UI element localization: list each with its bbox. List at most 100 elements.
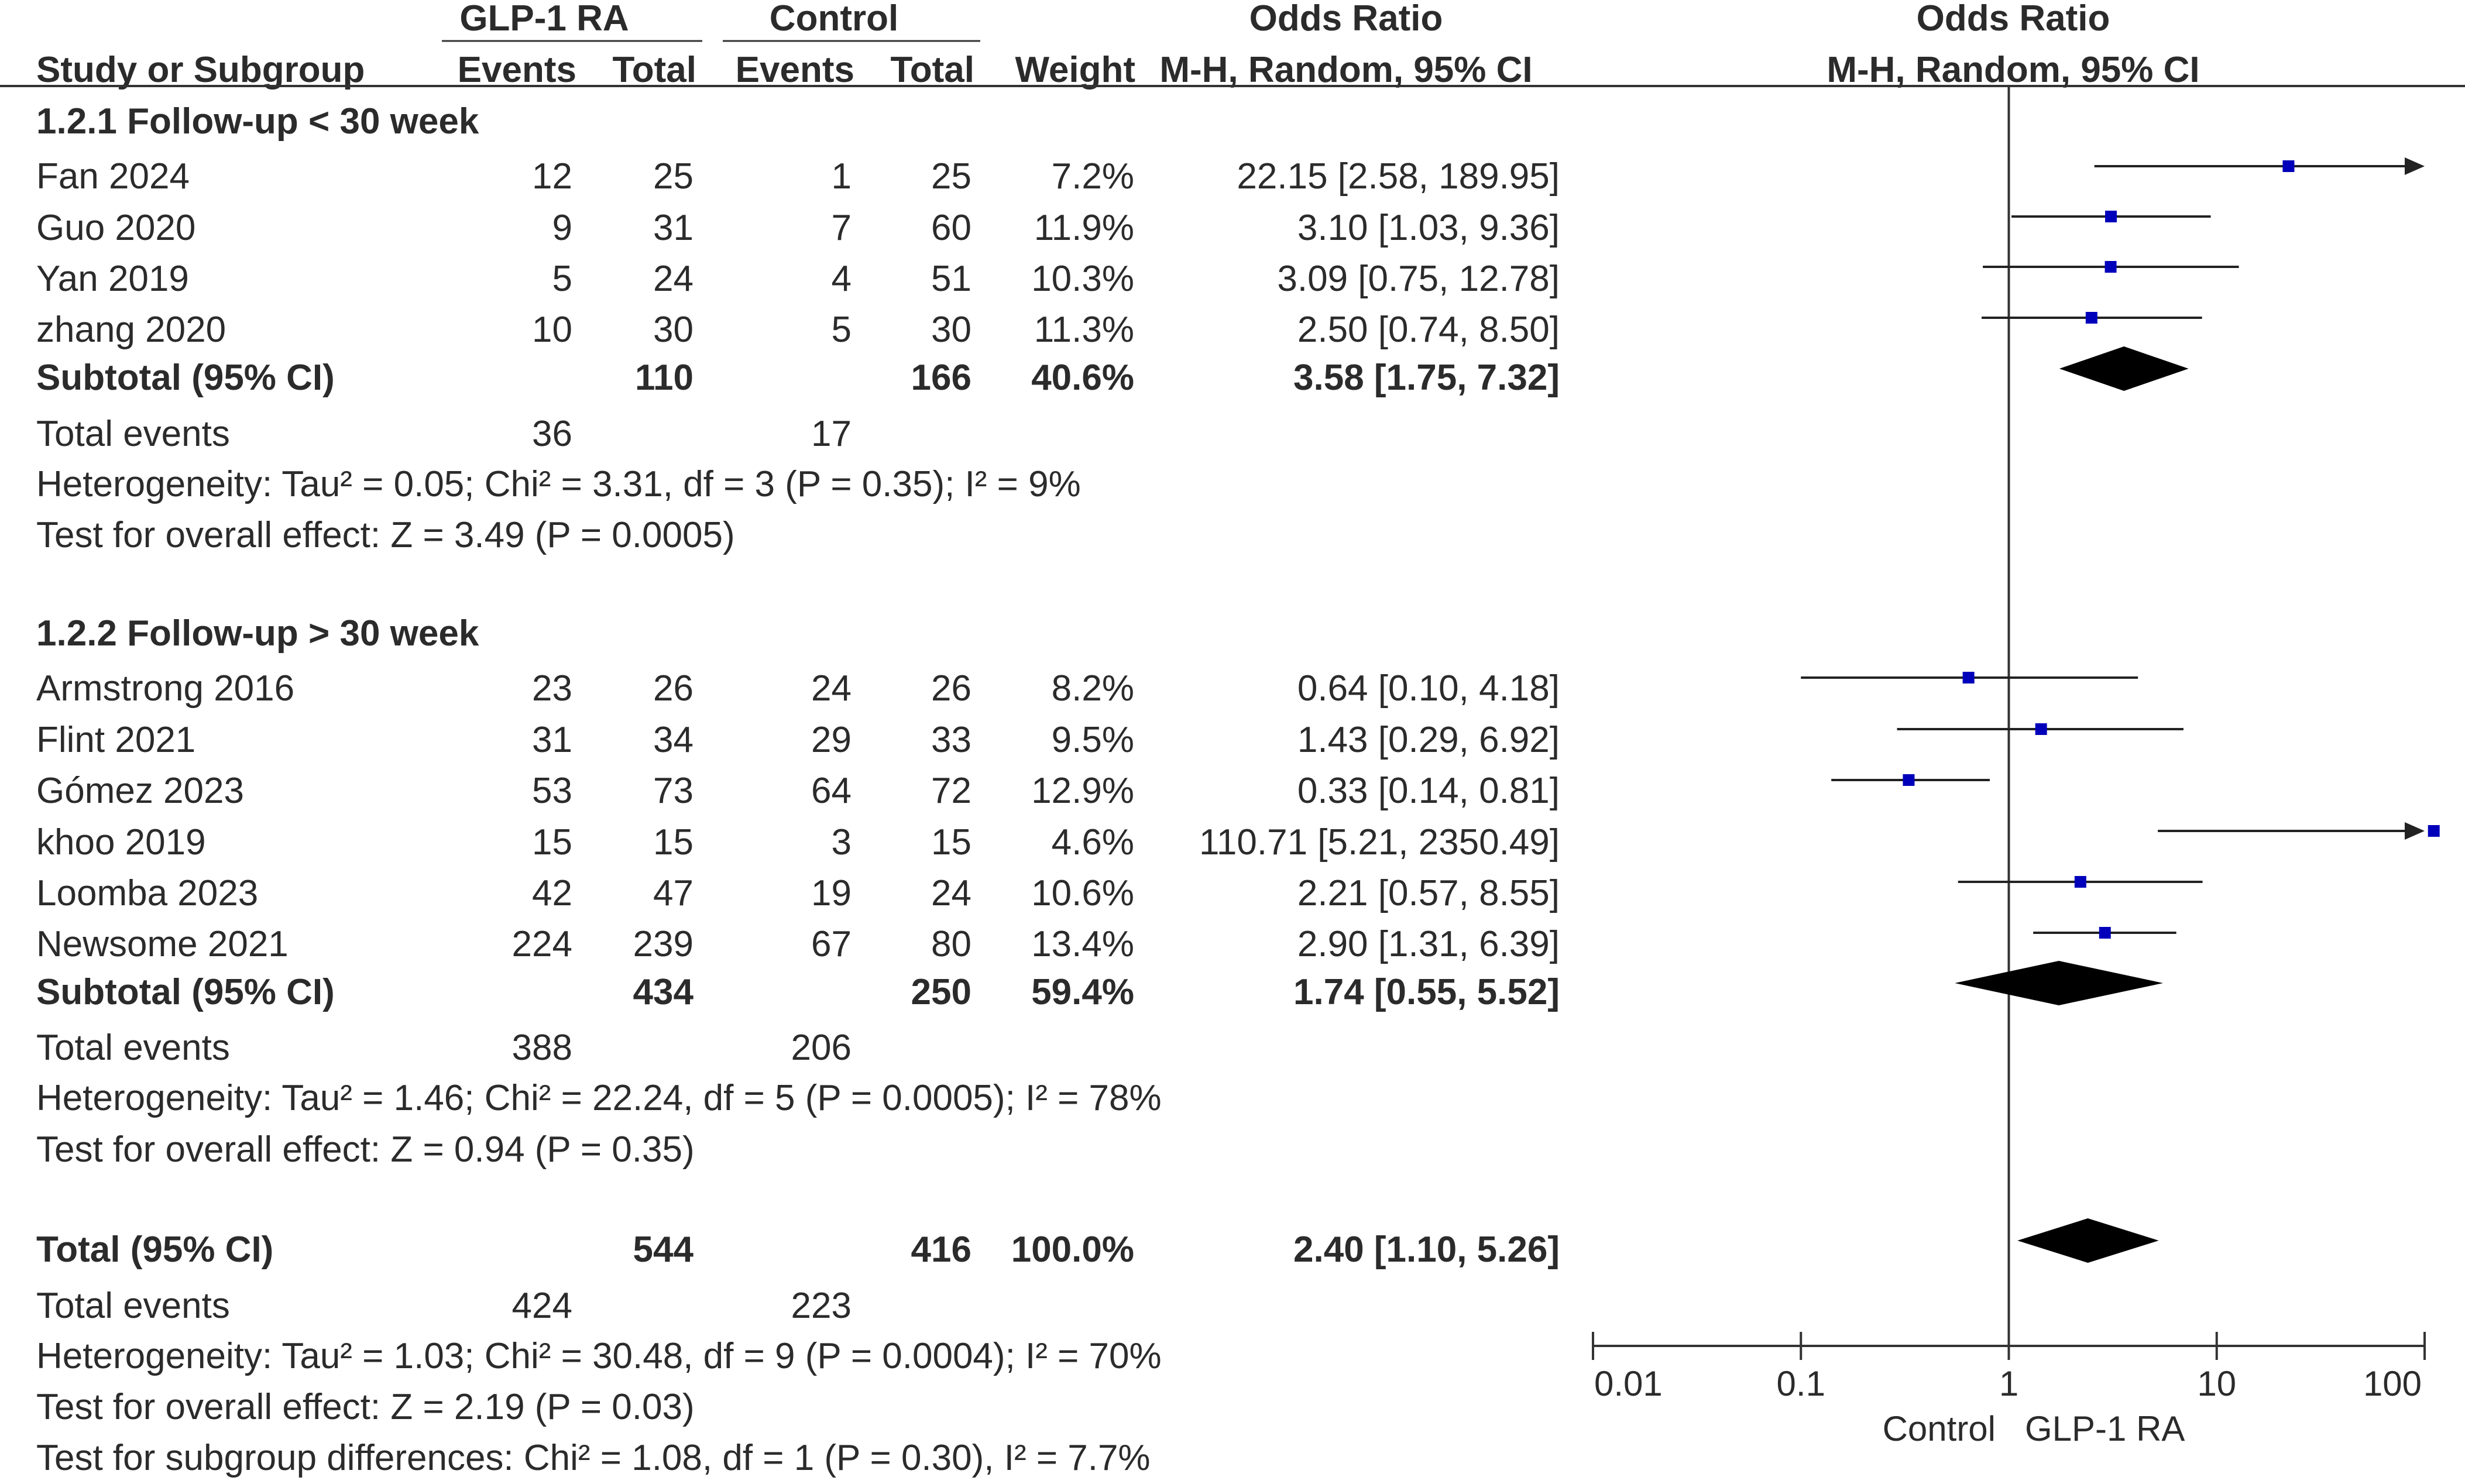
x-axis-ticks: 0.01 0.1 1 10 100 [1592, 1332, 2426, 1403]
overall-effect-text: Test for overall effect: Z = 0.94 (P = 0… [36, 1129, 695, 1170]
ci-text: 1.43 [0.29, 6.92] [1297, 720, 1560, 760]
header-total2: Total [891, 50, 975, 90]
weight: 11.3% [1034, 310, 1134, 350]
study-name: Guo 2020 [36, 208, 195, 248]
forest-marks [1801, 157, 2440, 1263]
total1: 239 [633, 924, 694, 964]
weight: 7.2% [1052, 156, 1134, 197]
pooled-diamond [2059, 346, 2189, 391]
ci-text: 3.09 [0.75, 12.78] [1277, 259, 1560, 299]
study-name: Gómez 2023 [36, 771, 244, 811]
events2: 4 [832, 259, 852, 299]
total-total1: 544 [633, 1229, 694, 1270]
total-events1: 424 [512, 1286, 572, 1326]
table-row: khoo 2019 15 15 3 15 4.6% 110.71 [5.21, … [36, 822, 1560, 863]
point-estimate [2105, 211, 2117, 222]
weight: 8.2% [1052, 668, 1134, 709]
point-estimate [2099, 927, 2111, 939]
total-ci-text: 2.40 [1.10, 5.26] [1293, 1229, 1560, 1270]
total2: 72 [931, 771, 971, 811]
events1: 42 [532, 873, 572, 913]
table-row: Gómez 2023 53 73 64 72 12.9% 0.33 [0.14,… [36, 771, 1560, 811]
group-title: 1.2.1 Follow-up < 30 week [36, 101, 479, 142]
header-odds-ratio-plot: Odds Ratio [1917, 0, 2110, 39]
point-estimate [2104, 261, 2117, 273]
study-name: Fan 2024 [36, 156, 190, 197]
events1: 10 [532, 310, 572, 350]
total-weight: 100.0% [1011, 1229, 1134, 1270]
events2: 7 [832, 208, 852, 248]
total-events-label: Total events [36, 414, 230, 454]
total-events-row: Total events 424 223 [36, 1286, 852, 1326]
ci-text: 2.21 [0.57, 8.55] [1297, 873, 1560, 913]
header-events1: Events [458, 50, 576, 90]
events2: 29 [811, 720, 852, 760]
subtotal-weight: 59.4% [1031, 972, 1134, 1012]
events1: 9 [552, 208, 572, 248]
header-group1: GLP-1 RA [459, 0, 629, 39]
total1: 73 [653, 771, 694, 811]
total2: 60 [931, 208, 971, 248]
total2: 24 [931, 873, 971, 913]
total1: 31 [653, 208, 694, 248]
events1: 5 [552, 259, 572, 299]
total-events1: 388 [512, 1028, 572, 1068]
subgroup-difference-text: Test for subgroup differences: Chi² = 1.… [36, 1438, 1151, 1478]
ci-text: 0.64 [0.10, 4.18] [1297, 668, 1560, 709]
subtotal-row: Subtotal (95% CI) 434 250 59.4% 1.74 [0.… [36, 972, 1560, 1012]
header-events2: Events [736, 50, 854, 90]
x-axis-tick-label: 0.01 [1594, 1364, 1663, 1403]
favours-left-label: Control [1883, 1409, 1996, 1448]
x-axis-tick-label: 100 [2363, 1364, 2422, 1403]
ci-arrow [2405, 822, 2425, 840]
header-method-plot: M-H, Random, 95% CI [1827, 50, 2199, 90]
events2: 24 [811, 668, 852, 709]
events1: 12 [532, 156, 572, 197]
table-row: Fan 2024 12 25 1 25 7.2% 22.15 [2.58, 18… [36, 156, 1560, 197]
weight: 11.9% [1034, 208, 1134, 248]
total-total2: 416 [911, 1229, 971, 1270]
events2: 19 [811, 873, 852, 913]
table-row: Armstrong 2016 23 26 24 26 8.2% 0.64 [0.… [36, 668, 1560, 709]
total2: 51 [931, 259, 971, 299]
ci-text: 3.10 [1.03, 9.36] [1297, 208, 1560, 248]
events2: 5 [832, 310, 852, 350]
x-axis-tick-label: 0.1 [1777, 1364, 1825, 1403]
events2: 67 [811, 924, 852, 964]
point-estimate [2428, 825, 2440, 837]
study-name: Newsome 2021 [36, 924, 289, 964]
total-events-row: Total events 36 17 [36, 414, 852, 454]
group-title: 1.2.2 Follow-up > 30 week [36, 613, 479, 654]
table-row: Yan 2019 5 24 4 51 10.3% 3.09 [0.75, 12.… [36, 259, 1560, 299]
total1: 47 [653, 873, 694, 913]
subtotal-weight: 40.6% [1031, 358, 1134, 398]
total2: 30 [931, 310, 971, 350]
table-row: Newsome 2021 224 239 67 80 13.4% 2.90 [1… [36, 924, 1560, 964]
header-study: Study or Subgroup [36, 50, 365, 90]
weight: 9.5% [1052, 720, 1134, 760]
study-name: khoo 2019 [36, 822, 206, 863]
subtotal-total2: 166 [911, 358, 971, 398]
overall-effect-text: Test for overall effect: Z = 2.19 (P = 0… [36, 1387, 695, 1427]
x-axis-tick-label: 10 [2197, 1364, 2236, 1403]
point-estimate [1962, 672, 1975, 683]
total-events2: 206 [791, 1028, 852, 1068]
heterogeneity-text: Heterogeneity: Tau² = 1.46; Chi² = 22.24… [36, 1078, 1162, 1118]
events1: 23 [532, 668, 572, 709]
header-weight: Weight [1015, 50, 1136, 90]
total1: 25 [653, 156, 694, 197]
total1: 34 [653, 720, 694, 760]
total2: 26 [931, 668, 971, 709]
events2: 3 [832, 822, 852, 863]
total-label: Total (95% CI) [36, 1229, 273, 1270]
heterogeneity-text: Heterogeneity: Tau² = 0.05; Chi² = 3.31,… [36, 464, 1081, 504]
events1: 53 [532, 771, 572, 811]
subtotal-ci-text: 1.74 [0.55, 5.52] [1293, 972, 1560, 1012]
subtotal-total1: 110 [635, 358, 694, 398]
x-axis-tick-label: 1 [1999, 1364, 2018, 1403]
point-estimate [2282, 160, 2295, 172]
events2: 64 [811, 771, 852, 811]
total2: 33 [931, 720, 971, 760]
total-events-row: Total events 388 206 [36, 1028, 852, 1068]
total-events1: 36 [532, 414, 572, 454]
